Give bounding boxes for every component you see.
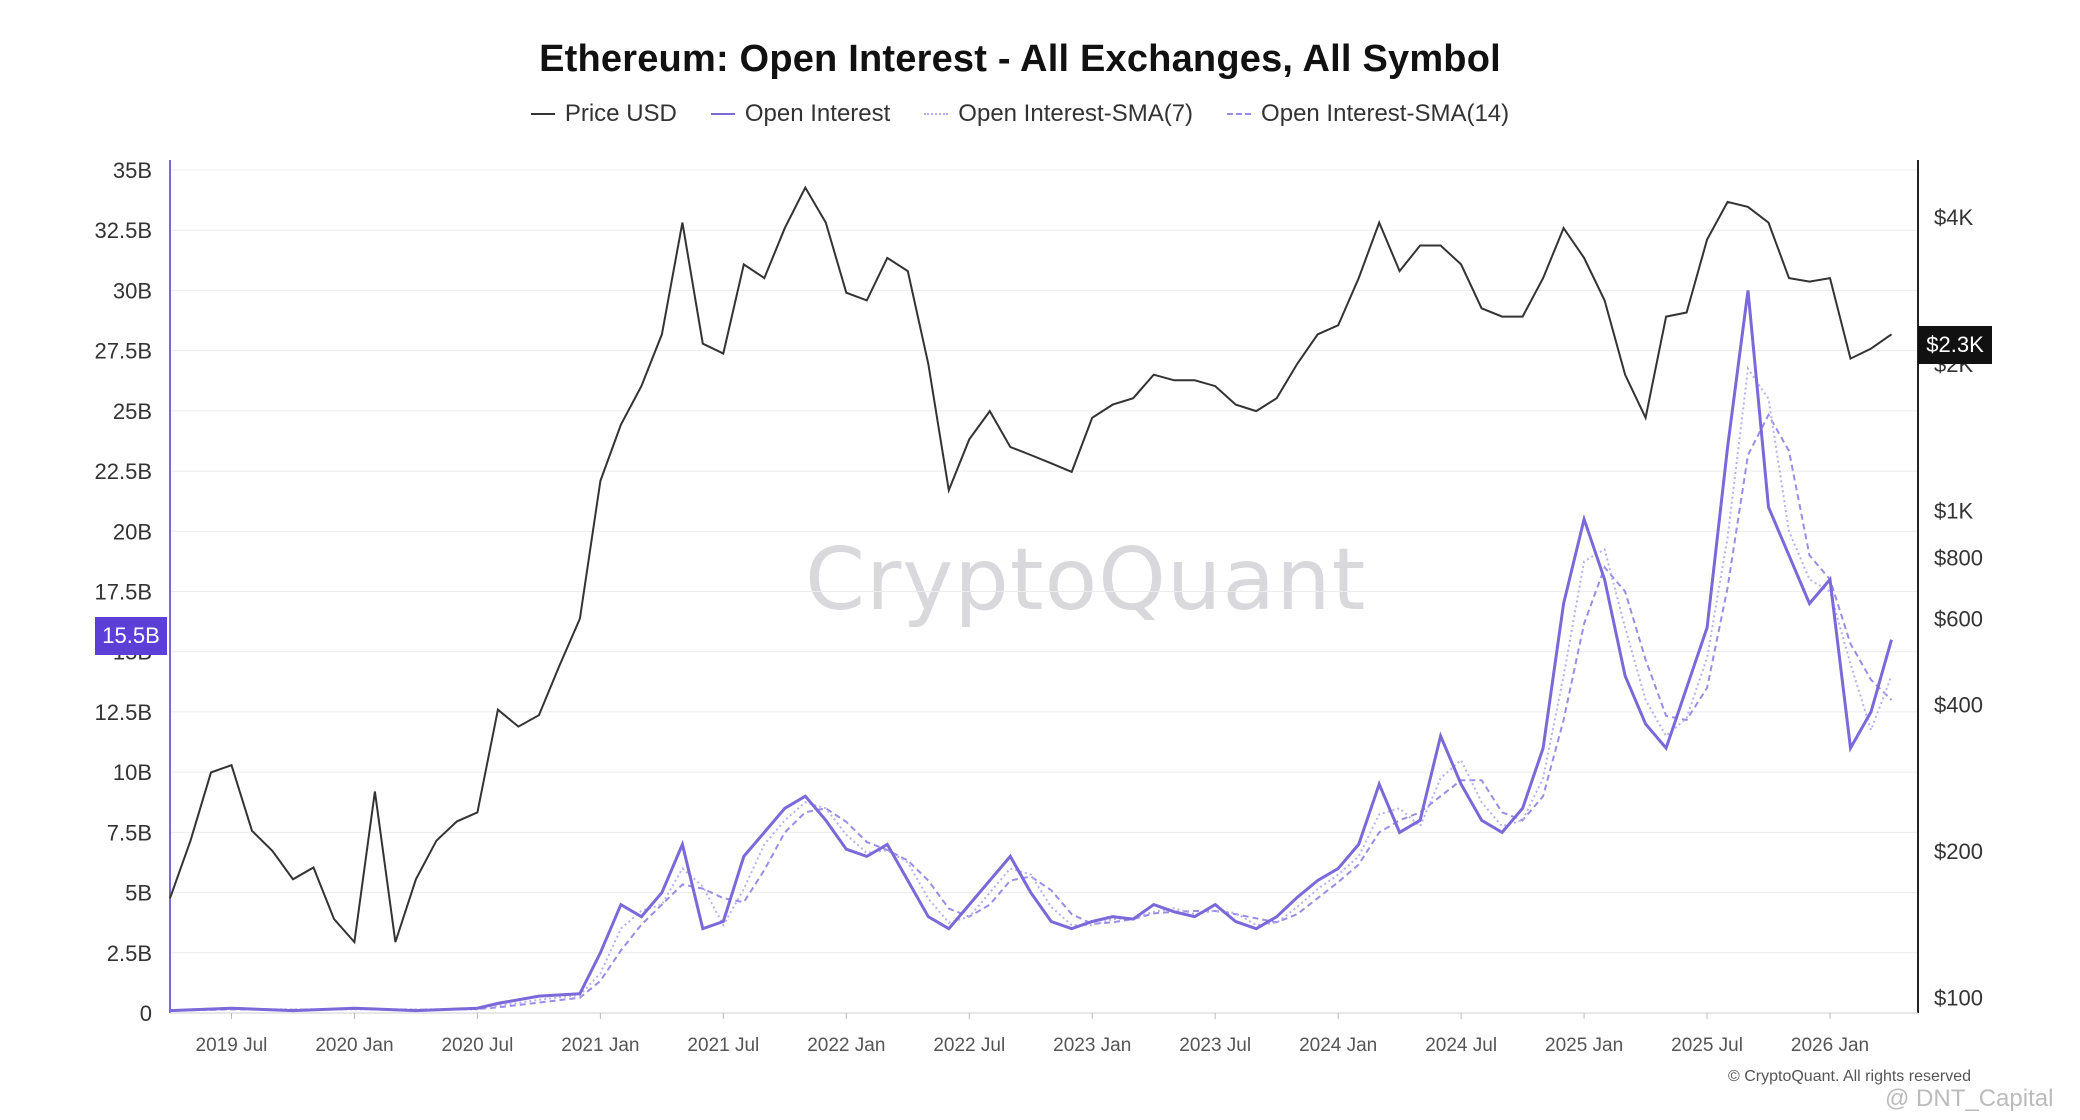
legend-item-sma7[interactable]: Open Interest-SMA(7) xyxy=(924,100,1193,128)
x-tick-label: 2019 Jul xyxy=(196,1035,268,1056)
legend-item-open-interest[interactable]: Open Interest xyxy=(710,100,891,128)
y-right-tick-label: $800 xyxy=(1934,546,1983,571)
x-tick-label: 2022 Jan xyxy=(807,1035,885,1056)
source-tag: @ DNT_Capital xyxy=(1885,1085,2054,1112)
y-right-tick-label: $1K xyxy=(1934,499,1973,524)
x-tick-label: 2024 Jul xyxy=(1425,1035,1497,1056)
legend-label-price: Price USD xyxy=(564,100,677,127)
legend-swatch-sma14 xyxy=(1227,113,1252,115)
legend-label-sma7: Open Interest-SMA(7) xyxy=(958,100,1194,127)
current-open-interest-marker: 15.5B xyxy=(95,617,167,655)
x-tick-label: 2024 Jan xyxy=(1299,1035,1377,1056)
y-left-tick-label: 25B xyxy=(113,399,152,424)
x-tick-label: 2023 Jul xyxy=(1179,1035,1251,1056)
legend-item-price[interactable]: Price USD xyxy=(530,100,677,128)
watermark: CryptoQuant xyxy=(805,530,1367,630)
y-right-tick-label: $400 xyxy=(1934,692,1983,717)
series-open-interest xyxy=(169,290,1893,1013)
legend: Price USD Open Interest Open Interest-SM… xyxy=(0,100,2040,128)
x-tick-label: 2026 Jan xyxy=(1791,1035,1869,1056)
y-left-tick-label: 22.5B xyxy=(95,459,153,484)
y-left-tick-label: 0 xyxy=(140,1001,152,1026)
y-left-tick-label: 35B xyxy=(113,158,152,183)
x-axis: 2019 Jul 2020 Jan 2020 Jul 2021 Jan 2021 Jul… xyxy=(170,1012,1918,1056)
y-left-tick-label: 2.5B xyxy=(107,941,152,966)
legend-item-sma14[interactable]: Open Interest-SMA(14) xyxy=(1227,100,1509,128)
series-price-usd xyxy=(169,185,1893,945)
left-axis: 02.5B5B7.5B10B12.5B15B17.5B20B22.5B25B27… xyxy=(95,158,171,1026)
copyright-notice: © CryptoQuant. All rights reserved xyxy=(1728,1068,1971,1085)
legend-label-sma14: Open Interest-SMA(14) xyxy=(1261,100,1510,127)
y-right-tick-label: $600 xyxy=(1934,607,1983,632)
y-left-tick-label: 27.5B xyxy=(95,339,153,364)
y-left-tick-label: 30B xyxy=(113,278,152,303)
legend-label-open-interest: Open Interest xyxy=(744,100,891,127)
x-tick-label: 2020 Jul xyxy=(441,1035,513,1056)
y-right-tick-label: $4K xyxy=(1934,205,1973,230)
y-left-tick-label: 5B xyxy=(125,881,152,906)
right-axis: $100$200$400$600$800$1K$2K$4K xyxy=(1917,160,1983,1013)
y-left-tick-label: 7.5B xyxy=(107,820,152,845)
y-left-tick-label: 20B xyxy=(113,519,152,544)
legend-swatch-sma7 xyxy=(924,113,949,115)
x-tick-label: 2025 Jul xyxy=(1671,1035,1743,1056)
x-tick-label: 2022 Jul xyxy=(933,1035,1005,1056)
y-right-tick-label: $200 xyxy=(1934,839,1983,864)
series-open-interest-sma14 xyxy=(169,412,1893,1012)
y-left-tick-label: 32.5B xyxy=(95,218,153,243)
x-tick-label: 2020 Jan xyxy=(315,1035,393,1056)
current-price-marker: $2.3K xyxy=(1918,326,1992,364)
y-left-tick-label: 12.5B xyxy=(95,700,153,725)
x-tick-label: 2021 Jul xyxy=(687,1035,759,1056)
series-lines xyxy=(169,185,1893,1013)
x-tick-label: 2025 Jan xyxy=(1545,1035,1623,1056)
legend-swatch-open-interest xyxy=(710,113,735,115)
legend-swatch-price xyxy=(530,113,555,115)
series-open-interest-sma7 xyxy=(169,365,1893,1012)
chart-title: Ethereum: Open Interest - All Exchanges,… xyxy=(539,38,1501,80)
y-left-tick-label: 10B xyxy=(113,760,152,785)
x-tick-label: 2021 Jan xyxy=(561,1035,639,1056)
x-tick-label: 2023 Jan xyxy=(1053,1035,1131,1056)
y-left-tick-label: 17.5B xyxy=(95,580,153,605)
y-right-tick-label: $100 xyxy=(1934,986,1983,1011)
